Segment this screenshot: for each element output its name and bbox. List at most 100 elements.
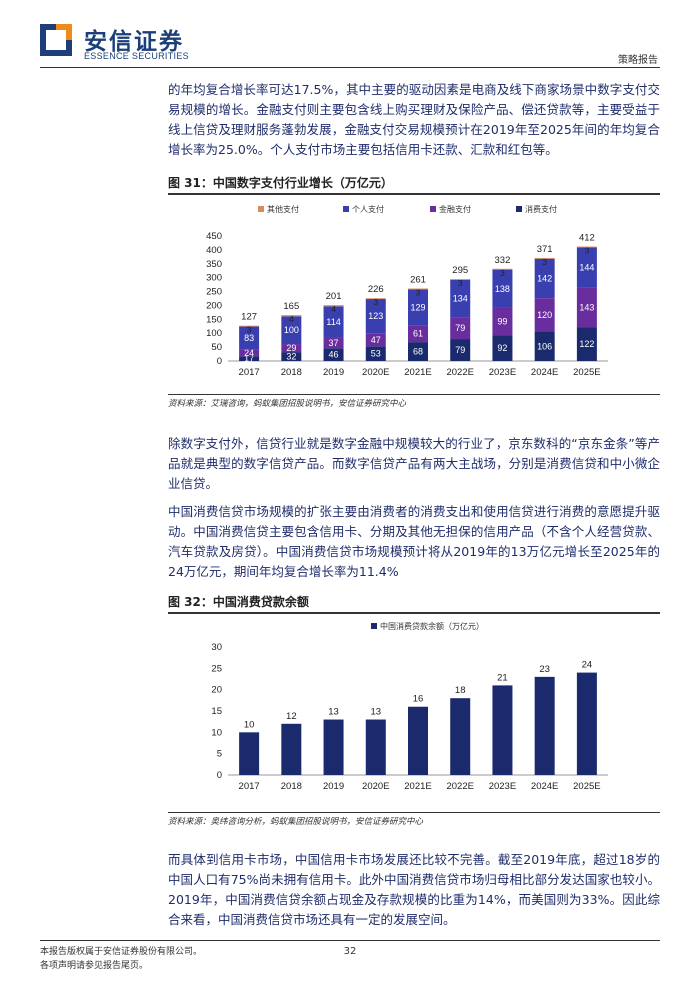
stacked-bar-segment	[450, 279, 471, 280]
data-label: 13	[328, 707, 339, 718]
bar	[365, 719, 386, 775]
y-tick-label: 200	[206, 300, 222, 311]
data-label: 3	[585, 246, 590, 256]
data-label: 10	[244, 719, 255, 730]
total-label: 226	[368, 284, 384, 295]
stacked-bar-segment	[408, 288, 428, 290]
stacked-bar-segment	[323, 337, 344, 349]
stacked-bar-segment	[576, 327, 597, 361]
figure-31-title: 图 31：中国数字支付行业增长（万亿元）	[168, 176, 393, 190]
stacked-bar-segment	[450, 317, 471, 340]
data-label: 3	[247, 325, 252, 335]
y-tick-label: 50	[211, 342, 222, 353]
figure-32-source: 资料来源：奥纬咨询分析，蚂蚁集团招股说明书，安信证券研究中心	[168, 817, 424, 827]
x-tick-label: 2024E	[531, 781, 558, 792]
stacked-bar-segment	[576, 246, 597, 248]
x-tick-label: 2021E	[404, 781, 431, 792]
total-label: 295	[452, 265, 468, 276]
x-tick-label: 2023E	[489, 781, 516, 792]
body-paragraph-3: 中国消费信贷市场规模的扩张主要由消费者的消费支出和使用信贷进行消费的意愿提升驱动…	[168, 504, 660, 579]
stacked-bar-segment	[408, 342, 428, 361]
body-paragraph-4: 而具体到信用卡市场，中国信用卡市场发展还比较不完善。截至2019年底，超过18岁…	[168, 852, 660, 927]
data-label: 100	[284, 325, 299, 335]
data-label: 61	[413, 329, 423, 339]
figure-31-top-rule	[168, 193, 660, 195]
x-tick-label: 2020E	[362, 781, 389, 792]
stacked-bar-segment	[534, 258, 555, 299]
figure-31-chart: 0 50 100 150 200 250 300 350 400 450 其他支付 个人支付 金融支付 消…	[206, 204, 608, 378]
figure-32-bottom-rule	[168, 812, 660, 813]
data-label: 134	[453, 294, 468, 304]
legend-swatch	[343, 206, 349, 212]
stacked-bar-segment	[534, 298, 555, 332]
data-label: 47	[371, 335, 381, 345]
data-label: 12	[286, 711, 297, 722]
figure-32-title: 图 32：中国消费贷款余额	[168, 595, 309, 609]
data-label: 79	[455, 345, 465, 355]
data-label: 3	[458, 278, 463, 288]
x-tick-label: 2022E	[446, 781, 473, 792]
x-tick-label: 2019	[323, 781, 344, 792]
stacked-bar-segment	[365, 346, 386, 361]
data-label: 106	[537, 341, 552, 351]
y-tick-label: 30	[211, 642, 222, 653]
bar	[408, 706, 428, 775]
legend-label: 其他支付	[267, 204, 299, 214]
data-label: 99	[497, 317, 507, 327]
data-label: 29	[286, 343, 296, 353]
stacked-bar-segment	[281, 315, 302, 317]
legend-label: 个人支付	[352, 204, 384, 214]
footer-divider	[40, 940, 660, 941]
total-label: 371	[537, 244, 553, 255]
stacked-bar-segment	[239, 349, 260, 357]
stacked-bar-segment	[450, 339, 471, 361]
y-tick-label: 300	[206, 273, 222, 284]
stacked-bar-segment	[281, 316, 302, 345]
logo-chinese-name: 安信证券	[84, 29, 184, 55]
total-label: 412	[579, 233, 595, 244]
stacked-bar-segment	[281, 352, 302, 361]
y-tick-label: 25	[211, 663, 222, 674]
data-label: 53	[371, 349, 381, 359]
logo-english-name: ESSENCE SECURITIES	[84, 51, 189, 61]
legend-swatch	[258, 206, 264, 212]
figure-31-source: 资料来源：艾瑞咨询，蚂蚁集团招股说明书，安信证券研究中心	[168, 399, 407, 409]
stacked-bar-segment	[239, 356, 260, 361]
stacked-bar-segment	[492, 268, 513, 270]
stacked-bar-segment	[239, 326, 260, 350]
data-label: 79	[455, 323, 465, 333]
x-tick-label: 2023E	[489, 367, 516, 378]
stacked-bar-segment	[365, 298, 386, 300]
legend-swatch	[371, 623, 377, 629]
bar	[239, 732, 260, 775]
data-label: 120	[537, 310, 552, 320]
data-label: 4	[289, 314, 294, 324]
legend-swatch	[430, 206, 436, 212]
x-tick-label: 2020E	[362, 367, 389, 378]
data-label: 46	[329, 350, 339, 360]
y-tick-label: 15	[211, 706, 222, 717]
bar	[281, 723, 302, 775]
stacked-bar-segment	[492, 269, 513, 308]
data-label: 21	[497, 672, 508, 683]
x-tick-label: 2018	[281, 781, 302, 792]
stacked-bar-segment	[365, 333, 386, 347]
stacked-bar-segment	[239, 325, 260, 327]
figure-31-bottom-rule	[168, 394, 660, 395]
bar	[323, 719, 344, 775]
data-label: 13	[370, 707, 381, 718]
stacked-bar-segment	[576, 247, 597, 288]
data-label: 3	[373, 297, 378, 307]
data-label: 122	[579, 339, 594, 349]
y-tick-label: 250	[206, 287, 222, 298]
x-tick-label: 2017	[239, 367, 260, 378]
data-label: 83	[244, 333, 254, 343]
data-label: 114	[326, 317, 340, 327]
bar	[534, 676, 555, 775]
footer-copyright: 本报告版权属于安信证券股份有限公司。	[40, 947, 203, 957]
x-tick-label: 2025E	[573, 367, 600, 378]
figure-32-top-rule	[168, 612, 660, 614]
essence-logo-icon	[40, 24, 72, 56]
y-tick-label: 0	[217, 770, 222, 781]
stacked-bar-segment	[365, 299, 386, 334]
